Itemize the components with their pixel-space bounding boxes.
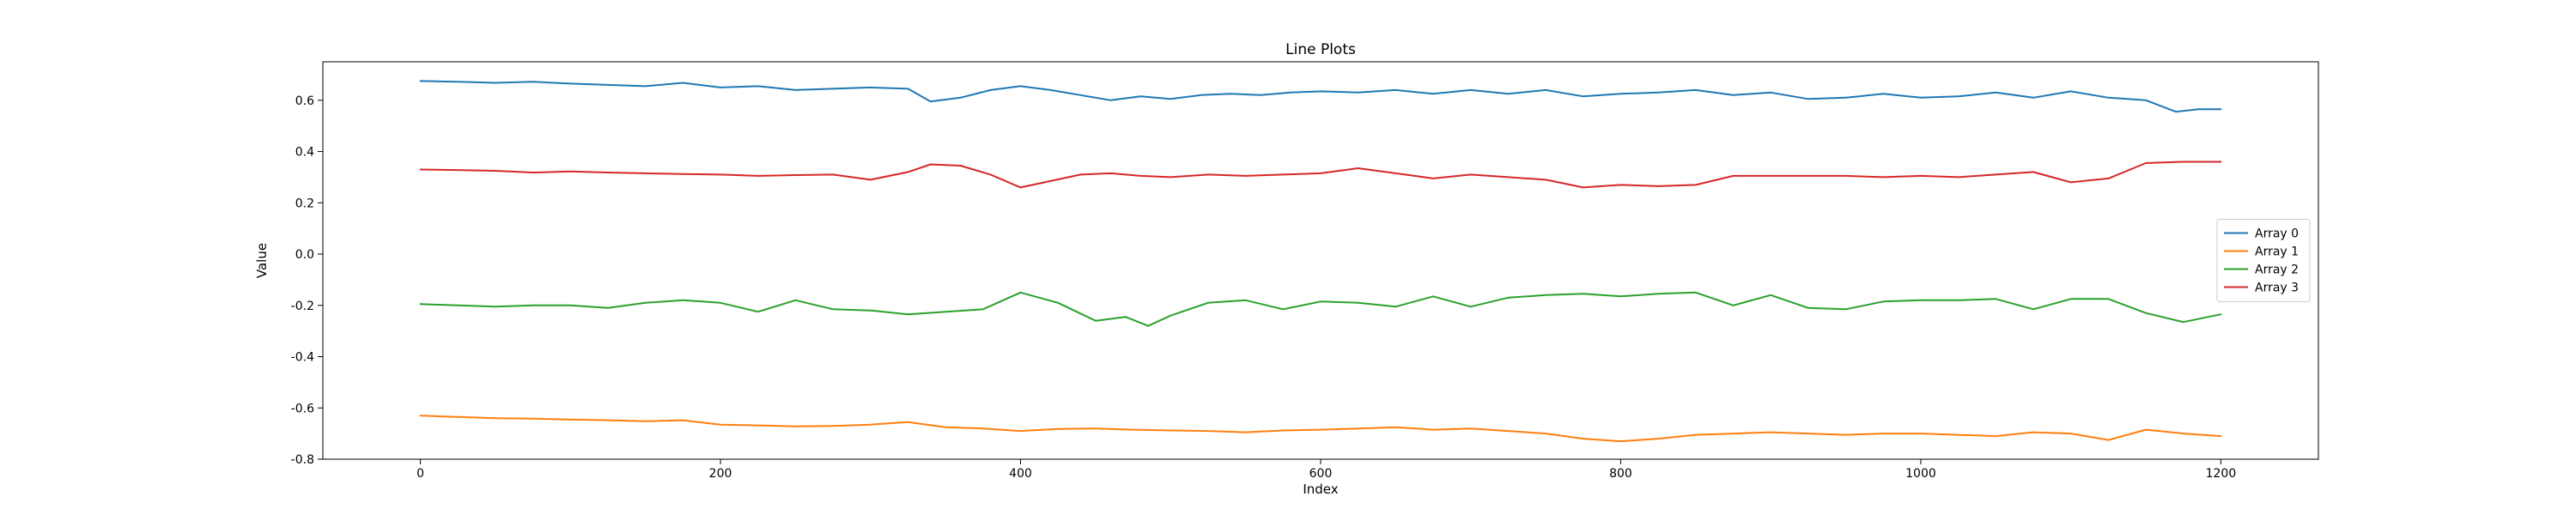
y-tick-label: 0.6: [295, 94, 314, 108]
series-lines: [419, 80, 2222, 443]
x-tick-label: 0: [416, 467, 424, 481]
legend-label: Array 2: [2255, 264, 2299, 277]
y-tick-label: 0.4: [295, 146, 314, 160]
plot-area-frame: [322, 61, 2319, 460]
chart-title: Line Plots: [1285, 41, 1356, 58]
series-line-array-3: [419, 161, 2222, 189]
y-tick-label: -0.8: [291, 453, 314, 467]
legend-label: Array 3: [2255, 282, 2299, 295]
y-tick-label: -0.6: [291, 402, 314, 415]
y-tick-label: 0.2: [295, 197, 314, 210]
y-axis-ticks: -0.8 -0.6 -0.4 -0.2 0.0 0.2 0.4 0.6: [291, 94, 323, 467]
series-line-array-2: [419, 291, 2222, 327]
legend-box: [2216, 219, 2311, 302]
y-tick-label: 0.0: [295, 248, 314, 262]
x-tick-label: 200: [709, 467, 732, 481]
x-tick-label: 1000: [1905, 467, 1936, 481]
series-line-array-1: [419, 415, 2222, 443]
x-tick-label: 600: [1309, 467, 1333, 481]
y-tick-label: -0.4: [291, 351, 314, 365]
legend-label: Array 1: [2255, 245, 2299, 259]
series-line-array-0: [419, 80, 2222, 113]
x-axis-label: Index: [1303, 482, 1338, 497]
legend-label: Array 0: [2255, 227, 2299, 241]
x-tick-label: 400: [1009, 467, 1032, 481]
x-tick-label: 1200: [2206, 467, 2237, 481]
x-axis-ticks: 0 200 400 600 800 1000 1200: [416, 459, 2236, 481]
x-tick-label: 800: [1609, 467, 1632, 481]
y-tick-label: -0.2: [291, 300, 314, 313]
y-axis-label: Value: [254, 243, 270, 278]
legend: Array 0 Array 1 Array 2 Array 3: [2216, 219, 2311, 302]
